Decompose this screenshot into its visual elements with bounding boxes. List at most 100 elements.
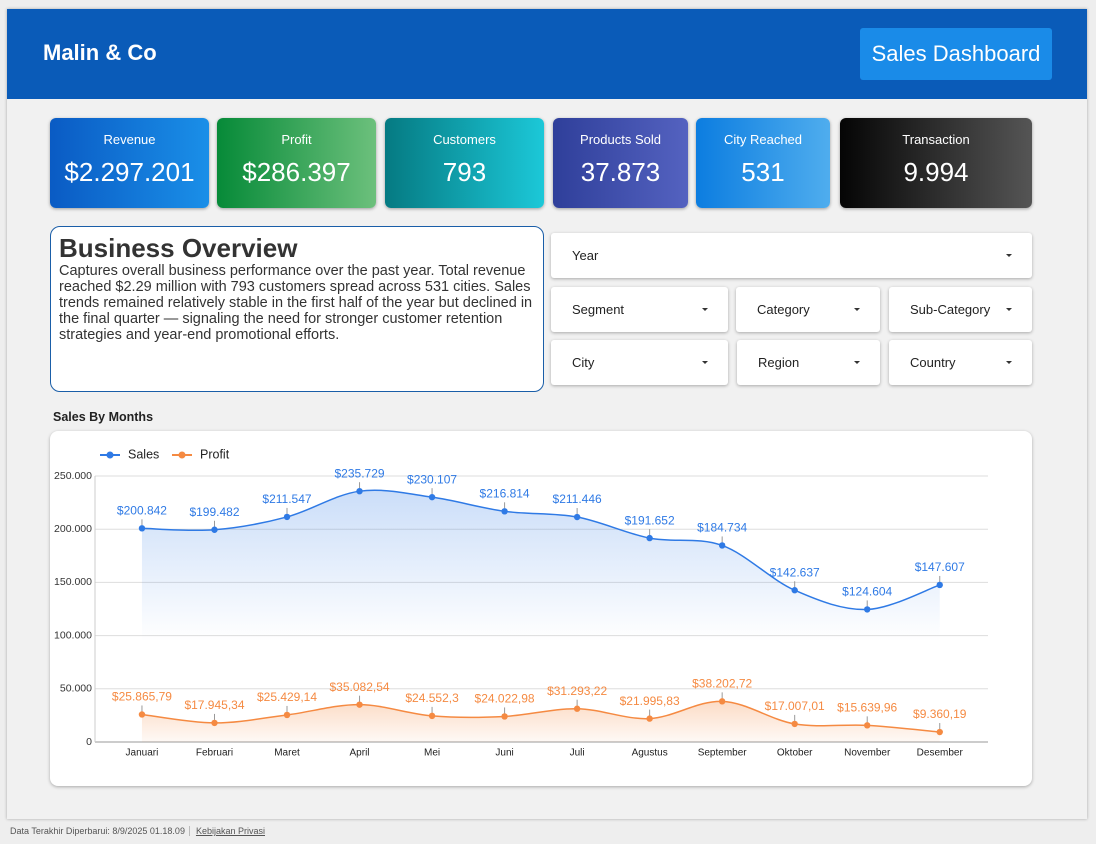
privacy-link[interactable]: Kebijakan Privasi (188, 826, 265, 836)
area (141, 701, 940, 742)
kpi-label: Profit (281, 132, 312, 147)
x-tick-label: April (350, 748, 370, 759)
filter-dropdown[interactable]: City (551, 340, 728, 385)
data-label: $25.865,79 (112, 690, 172, 704)
point (936, 728, 943, 736)
filter-dropdown[interactable]: Year (551, 233, 1032, 278)
data-label: $147.607 (915, 560, 965, 574)
point (501, 508, 508, 515)
data-label: $17.945,34 (184, 698, 244, 712)
point (573, 705, 581, 712)
x-tick-label: Agustus (632, 748, 668, 759)
data-label: $9.360,19 (913, 707, 967, 721)
kpi-label: Revenue (103, 132, 156, 147)
data-label: $191.652 (625, 513, 675, 527)
x-tick-label: Mei (424, 748, 440, 759)
kpi-label: Products Sold (580, 132, 661, 147)
point (283, 711, 291, 719)
point (211, 526, 218, 533)
data-label: $211.547 (262, 492, 311, 506)
kpi-card: Transaction 9.994 (840, 118, 1032, 208)
point (791, 720, 798, 728)
footer: Data Terakhir Diperbarui: 8/9/2025 01.18… (10, 826, 265, 836)
kpi-card: City Reached 531 (696, 118, 830, 208)
x-tick-label: November (844, 748, 891, 759)
data-label: $230.107 (407, 472, 457, 486)
data-label: $17.007,01 (765, 699, 825, 713)
line (141, 700, 940, 733)
data-label: $200.842 (117, 503, 167, 517)
filter-dropdown[interactable]: Region (737, 340, 880, 385)
legend-marker (106, 451, 114, 459)
point (646, 715, 653, 722)
overview-title: Business Overview (59, 233, 298, 263)
dashboard-button[interactable]: Sales Dashboard (860, 28, 1052, 80)
kpi-card: Products Sold 37.873 (553, 118, 688, 208)
point (428, 493, 436, 501)
y-tick-label: 100.000 (54, 629, 92, 641)
x-tick-label: Januari (126, 748, 159, 759)
y-tick-label: 200.000 (54, 523, 92, 535)
point (428, 712, 436, 720)
kpi-label: City Reached (723, 132, 803, 147)
chart: 0 50.000 100.000 150.000 200.000 250.000 Janua… (54, 447, 988, 759)
overview: Business Overview Captures overall busine… (50, 226, 544, 392)
data-label: $216.814 (480, 486, 530, 500)
data-label: $235.729 (335, 466, 385, 480)
kpi-card: Revenue $2.297.201 (50, 118, 209, 208)
x-tick-label: Februari (196, 748, 233, 759)
data-label: $25.429,14 (257, 690, 317, 704)
y-tick-label: 250.000 (54, 470, 92, 482)
x-tick-label: Juni (495, 748, 513, 759)
x-tick-label: September (698, 748, 748, 759)
point (718, 542, 726, 549)
kpi-label: Customers (433, 132, 496, 147)
point (356, 701, 363, 708)
data-label: $21.995,83 (620, 694, 680, 708)
kpi-value: 531 (741, 157, 785, 187)
data-label: $211.446 (553, 492, 602, 506)
kpi-value: 37.873 (580, 157, 661, 187)
point (718, 698, 726, 705)
data-label: $24.552,3 (405, 691, 459, 705)
point (283, 513, 291, 521)
data-label: $24.022,98 (475, 692, 535, 706)
data-label: $38.202,72 (692, 677, 752, 691)
data-label: $124.604 (842, 585, 892, 599)
legend-marker (178, 451, 186, 459)
y-tick-label: 0 (86, 736, 92, 748)
x-tick-label: Juli (570, 748, 585, 759)
updated-text: Data Terakhir Diperbarui: 8/9/2025 01.18… (10, 826, 185, 836)
x-tick-label: Oktober (777, 748, 813, 759)
area (141, 490, 940, 742)
kpi-card: Profit $286.397 (217, 118, 376, 208)
legend-label: Sales (128, 447, 159, 461)
data-label: $199.482 (189, 505, 239, 519)
kpi-card: Customers 793 (385, 118, 544, 208)
data-label: $15.639,96 (837, 701, 897, 715)
point (936, 581, 943, 589)
kpi-value: 9.994 (903, 157, 969, 187)
point (791, 587, 798, 594)
point (864, 722, 871, 729)
data-label: $142.637 (770, 565, 820, 579)
chart-card: 0 50.000 100.000 150.000 200.000 250.000 Janua… (50, 431, 1032, 786)
point (138, 711, 146, 718)
filter-dropdown[interactable]: Segment (551, 287, 728, 332)
filter-dropdown[interactable]: Country (889, 340, 1032, 385)
filter-dropdown[interactable]: Category (736, 287, 880, 332)
kpi-value: $286.397 (242, 157, 351, 187)
point (211, 719, 218, 727)
brand: Malin & Co (43, 40, 157, 65)
y-tick-label: 50.000 (60, 683, 92, 695)
y-tick-label: 150.000 (54, 576, 92, 588)
point (501, 713, 508, 720)
filter-dropdown[interactable]: Sub-Category (889, 287, 1032, 332)
kpi-value: $2.297.201 (64, 157, 195, 187)
data-label: $35.082,54 (330, 680, 390, 694)
point (864, 606, 871, 613)
line (141, 489, 940, 611)
kpi-label: Transaction (902, 132, 970, 147)
point (356, 487, 363, 495)
